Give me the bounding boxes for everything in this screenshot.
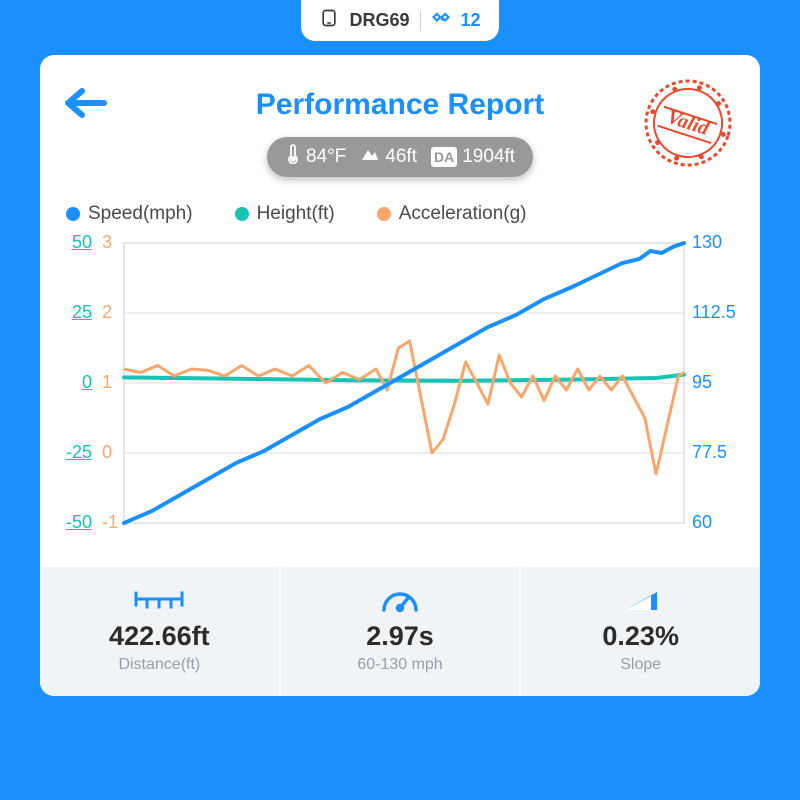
status-pill: DRG69 12 xyxy=(301,0,498,41)
density-altitude: DA 1904ft xyxy=(431,146,515,168)
thermometer-icon xyxy=(285,144,301,170)
satellite-icon xyxy=(431,8,451,33)
valid-stamp: Valid xyxy=(638,73,738,173)
stats-bar: 422.66ft Distance(ft) 2.97s 60-130 mph 0… xyxy=(40,567,760,696)
dot-icon xyxy=(377,207,391,221)
back-button[interactable] xyxy=(62,83,108,128)
ruler-icon xyxy=(48,585,271,615)
legend-accel: Acceleration(g) xyxy=(377,203,527,225)
gauge-icon xyxy=(289,585,512,615)
mountain-icon xyxy=(360,146,380,168)
device-id: DRG69 xyxy=(349,10,409,31)
report-card: Performance Report Valid 84° xyxy=(40,55,760,696)
chart: 50250-25-50 3210-1 130112.59577.560 xyxy=(62,237,738,547)
dot-icon xyxy=(66,207,80,221)
stat-time: 2.97s 60-130 mph xyxy=(281,567,522,696)
satellite-count: 12 xyxy=(461,10,481,31)
temperature: 84°F xyxy=(285,144,346,170)
slope-icon xyxy=(529,585,752,615)
page-title: Performance Report xyxy=(256,88,544,122)
tablet-icon xyxy=(319,8,339,33)
da-badge: DA xyxy=(431,147,457,167)
chart-svg xyxy=(62,237,738,529)
dot-icon xyxy=(235,207,249,221)
header: Performance Report Valid xyxy=(62,73,738,137)
legend-speed: Speed(mph) xyxy=(66,203,193,225)
altitude: 46ft xyxy=(360,146,417,168)
legend: Speed(mph) Height(ft) Acceleration(g) xyxy=(62,197,738,237)
stat-slope: 0.23% Slope xyxy=(521,567,760,696)
stat-distance: 422.66ft Distance(ft) xyxy=(40,567,281,696)
divider xyxy=(420,11,421,31)
legend-height: Height(ft) xyxy=(235,203,335,225)
conditions-pill: 84°F 46ft DA 1904ft xyxy=(267,137,533,177)
